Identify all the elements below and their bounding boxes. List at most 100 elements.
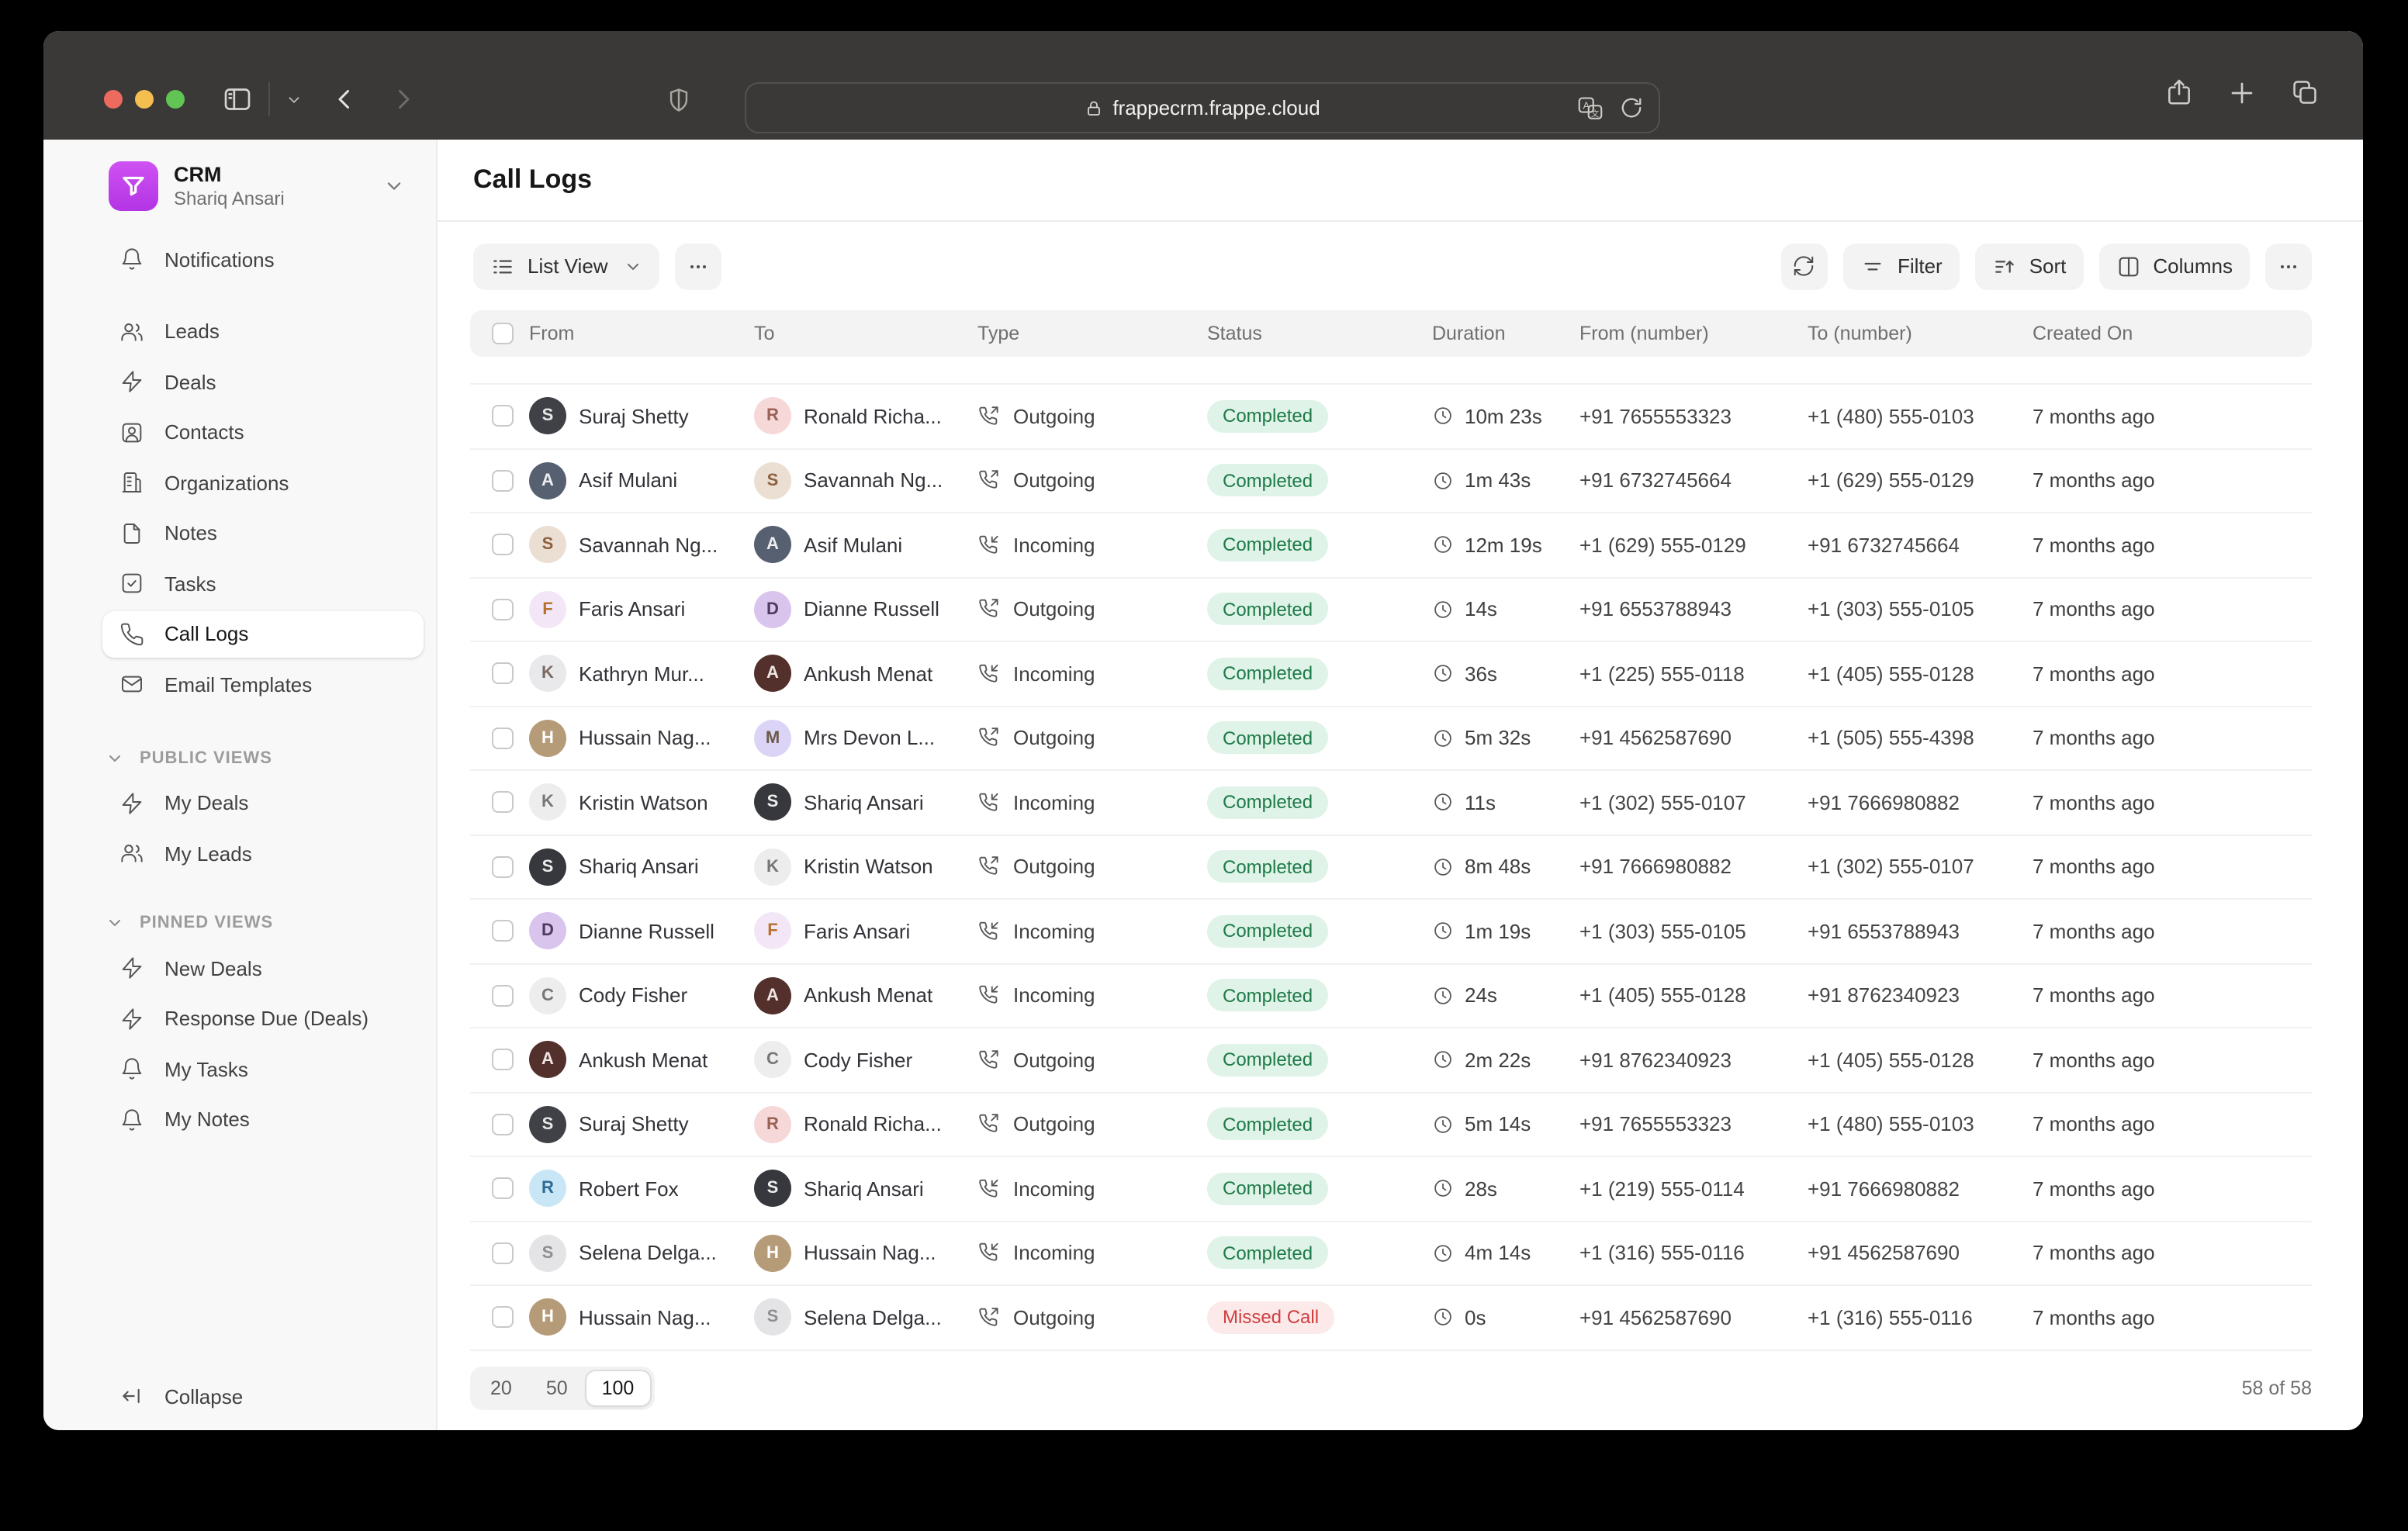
sidebar-item-new-deals[interactable]: New Deals <box>102 945 424 991</box>
page-size-20[interactable]: 20 <box>473 1371 529 1405</box>
table-row[interactable]: S Selena Delga... H Hussain Nag... Incomin… <box>470 1222 2312 1286</box>
row-checkbox[interactable] <box>492 1306 514 1329</box>
page-size-50[interactable]: 50 <box>529 1371 585 1405</box>
sort-button[interactable]: Sort <box>1974 243 2084 289</box>
sidebar-item-email-templates[interactable]: Email Templates <box>102 661 424 707</box>
table-row[interactable]: K Kristin Watson S Shariq Ansari Incoming … <box>470 771 2312 835</box>
translate-icon[interactable] <box>1576 94 1604 122</box>
more-options-button[interactable] <box>2265 243 2312 289</box>
sidebar-item-my-leads[interactable]: My Leads <box>102 830 424 876</box>
table-row[interactable]: D Dianne Russell F Faris Ansari Incoming C… <box>470 900 2312 964</box>
view-selector-button[interactable]: List View <box>473 243 659 289</box>
sidebar-item-leads[interactable]: Leads <box>102 308 424 354</box>
table-row[interactable]: S Shariq Ansari K Kristin Watson Outgoing … <box>470 835 2312 900</box>
sidebar-nav: Notifications Leads Deals Contacts Organ… <box>102 236 424 711</box>
view-more-button[interactable] <box>674 243 721 289</box>
sidebar-item-call-logs[interactable]: Call Logs <box>102 610 424 657</box>
page-size-100[interactable]: 100 <box>584 1370 652 1407</box>
privacy-shield-icon[interactable] <box>666 86 692 112</box>
bell-icon <box>119 1107 144 1132</box>
reload-icon[interactable] <box>1620 96 1643 119</box>
sidebar-item-deals[interactable]: Deals <box>102 358 424 405</box>
column-header-status[interactable]: Status <box>1207 323 1262 344</box>
row-checkbox[interactable] <box>492 598 514 620</box>
zoom-window-button[interactable] <box>166 90 185 109</box>
table-row[interactable]: S Savannah Ng... A Asif Mulani Incoming Co… <box>470 513 2312 578</box>
sidebar-item-my-tasks[interactable]: My Tasks <box>102 1045 424 1092</box>
filter-button[interactable]: Filter <box>1842 243 1960 289</box>
row-checkbox[interactable] <box>492 727 514 749</box>
tabs-overview-icon[interactable] <box>2290 78 2320 107</box>
sort-icon <box>1992 254 2017 278</box>
sidebar-item-organizations[interactable]: Organizations <box>102 459 424 506</box>
row-checkbox[interactable] <box>492 1177 514 1200</box>
sidebar-section-header[interactable]: PINNED VIEWS <box>106 914 424 932</box>
row-checkbox[interactable] <box>492 1049 514 1071</box>
from-number: +1 (405) 555-0128 <box>1579 983 1746 1007</box>
row-checkbox[interactable] <box>492 534 514 556</box>
refresh-button[interactable] <box>1780 243 1828 289</box>
row-checkbox[interactable] <box>492 662 514 685</box>
avatar: H <box>529 1298 566 1336</box>
table-row[interactable]: C Cody Fisher A Ankush Menat Incoming Comp… <box>470 964 2312 1028</box>
close-window-button[interactable] <box>104 90 123 109</box>
column-header-to[interactable]: To <box>754 323 775 344</box>
address-bar[interactable]: frappecrm.frappe.cloud <box>745 82 1660 133</box>
browser-toolbar: frappecrm.frappe.cloud <box>43 31 2363 140</box>
share-icon[interactable] <box>2164 78 2194 107</box>
duration: 11s <box>1465 790 1496 814</box>
sidebar-item-notifications[interactable]: Notifications <box>102 236 424 282</box>
browser-back-button[interactable] <box>330 85 358 113</box>
row-checkbox[interactable] <box>492 469 514 492</box>
browser-forward-button[interactable] <box>389 85 417 113</box>
column-header-from-number-[interactable]: From (number) <box>1579 323 1709 344</box>
chevron-down-icon[interactable] <box>285 91 303 108</box>
sidebar-item-notes[interactable]: Notes <box>102 510 424 556</box>
created-on: 7 months ago <box>2033 597 2155 621</box>
workspace-switcher[interactable]: CRM Shariq Ansari <box>102 158 424 214</box>
row-checkbox[interactable] <box>492 984 514 1007</box>
call-type: Outgoing <box>1013 597 1095 621</box>
main-content: Call Logs List View <box>438 140 2363 1430</box>
from-name: Kristin Watson <box>579 790 708 814</box>
table-row[interactable]: S Suraj Shetty R Ronald Richa... Outgoing … <box>470 1093 2312 1157</box>
row-checkbox[interactable] <box>492 855 514 878</box>
sidebar-item-response-due-deals-[interactable]: Response Due (Deals) <box>102 995 424 1042</box>
table-row[interactable]: R Robert Fox S Shariq Ansari Incoming Comp… <box>470 1157 2312 1222</box>
table-row[interactable]: A Ankush Menat C Cody Fisher Outgoing Comp… <box>470 1028 2312 1093</box>
minimize-window-button[interactable] <box>135 90 154 109</box>
page-size-selector: 20 50 100 <box>470 1367 655 1410</box>
sidebar-toggle-icon[interactable] <box>222 84 253 115</box>
avatar: K <box>529 655 566 693</box>
sidebar-item-my-deals[interactable]: My Deals <box>102 779 424 826</box>
sidebar-item-tasks[interactable]: Tasks <box>102 560 424 607</box>
row-checkbox[interactable] <box>492 1242 514 1264</box>
table-row[interactable]: K Kathryn Mur... A Ankush Menat Incoming C… <box>470 642 2312 707</box>
zap-icon <box>119 956 144 980</box>
table-row[interactable]: H Hussain Nag... M Mrs Devon L... Outgoing… <box>470 707 2312 771</box>
select-all-checkbox[interactable] <box>492 323 514 344</box>
column-header-duration[interactable]: Duration <box>1432 323 1506 344</box>
table-row[interactable]: S Suraj Shetty R Ronald Richa... Outgoing … <box>470 385 2312 449</box>
column-header-from[interactable]: From <box>529 323 575 344</box>
table-row[interactable]: A Asif Mulani S Savannah Ng... Outgoing Co… <box>470 449 2312 513</box>
row-checkbox[interactable] <box>492 920 514 942</box>
table-row[interactable]: H Hussain Nag... S Selena Delga... Outgoin… <box>470 1286 2312 1350</box>
to-number: +1 (629) 555-0129 <box>1808 468 1974 492</box>
sidebar-collapse-button[interactable]: Collapse <box>102 1384 424 1412</box>
row-checkbox[interactable] <box>492 791 514 814</box>
column-header-to-number-[interactable]: To (number) <box>1808 323 1912 344</box>
sidebar-section-header[interactable]: PUBLIC VIEWS <box>106 748 424 767</box>
call-type: Incoming <box>1013 983 1095 1007</box>
column-header-created-on[interactable]: Created On <box>2033 323 2133 344</box>
sidebar-item-my-notes[interactable]: My Notes <box>102 1096 424 1142</box>
new-tab-icon[interactable] <box>2228 78 2256 106</box>
clock-icon <box>1432 985 1454 1007</box>
table-row[interactable]: F Faris Ansari D Dianne Russell Outgoing C… <box>470 578 2312 642</box>
columns-button[interactable]: Columns <box>2098 243 2250 289</box>
column-header-type[interactable]: Type <box>977 323 1020 344</box>
row-checkbox[interactable] <box>492 405 514 427</box>
row-checkbox[interactable] <box>492 1113 514 1135</box>
avatar: S <box>754 783 791 821</box>
sidebar-item-contacts[interactable]: Contacts <box>102 409 424 455</box>
